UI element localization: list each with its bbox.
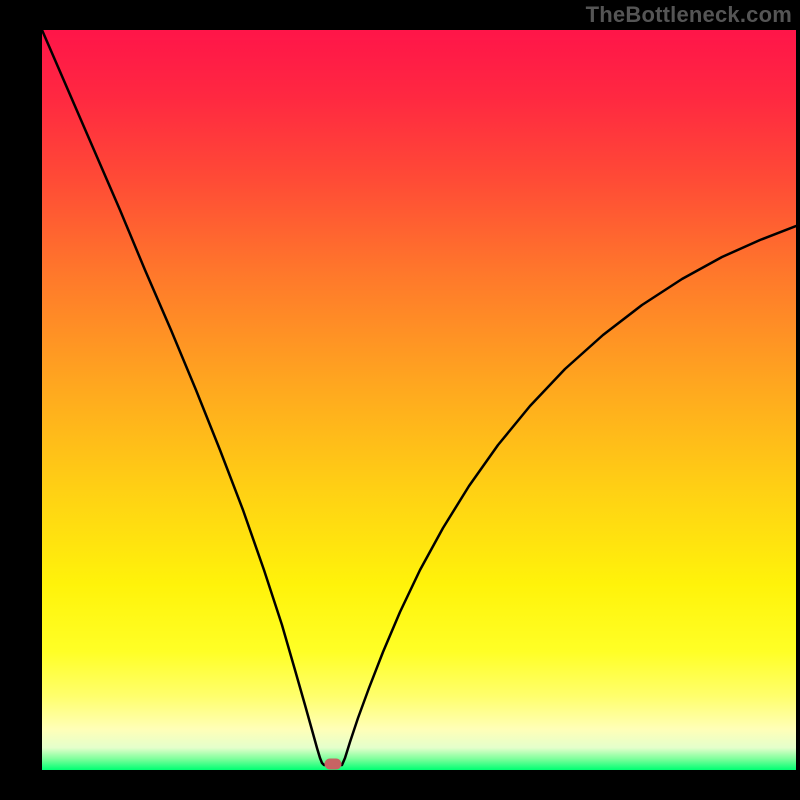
curve-layer: [42, 30, 796, 770]
outer-frame: TheBottleneck.com: [0, 0, 800, 800]
plot-area: [42, 30, 796, 770]
watermark-text: TheBottleneck.com: [586, 2, 792, 28]
valley-marker: [325, 759, 342, 770]
bottleneck-curve: [42, 30, 796, 765]
